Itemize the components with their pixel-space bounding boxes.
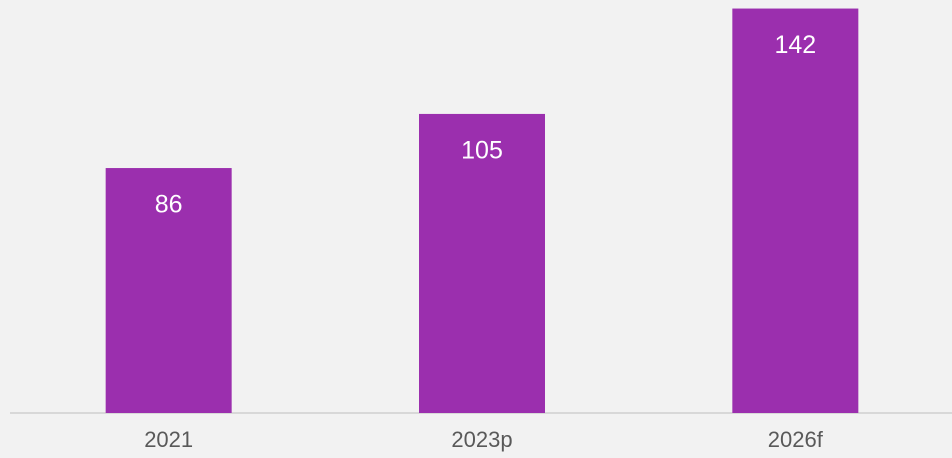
- x-tick-label: 2021: [144, 427, 193, 452]
- value-label: 105: [461, 137, 503, 165]
- value-label: 142: [774, 31, 816, 59]
- value-label: 86: [155, 191, 183, 219]
- x-tick-label: 2023p: [451, 427, 512, 452]
- bar: [105, 168, 232, 413]
- bar: [732, 8, 859, 413]
- bar: [419, 113, 545, 414]
- x-tick-label: 2026f: [768, 427, 824, 452]
